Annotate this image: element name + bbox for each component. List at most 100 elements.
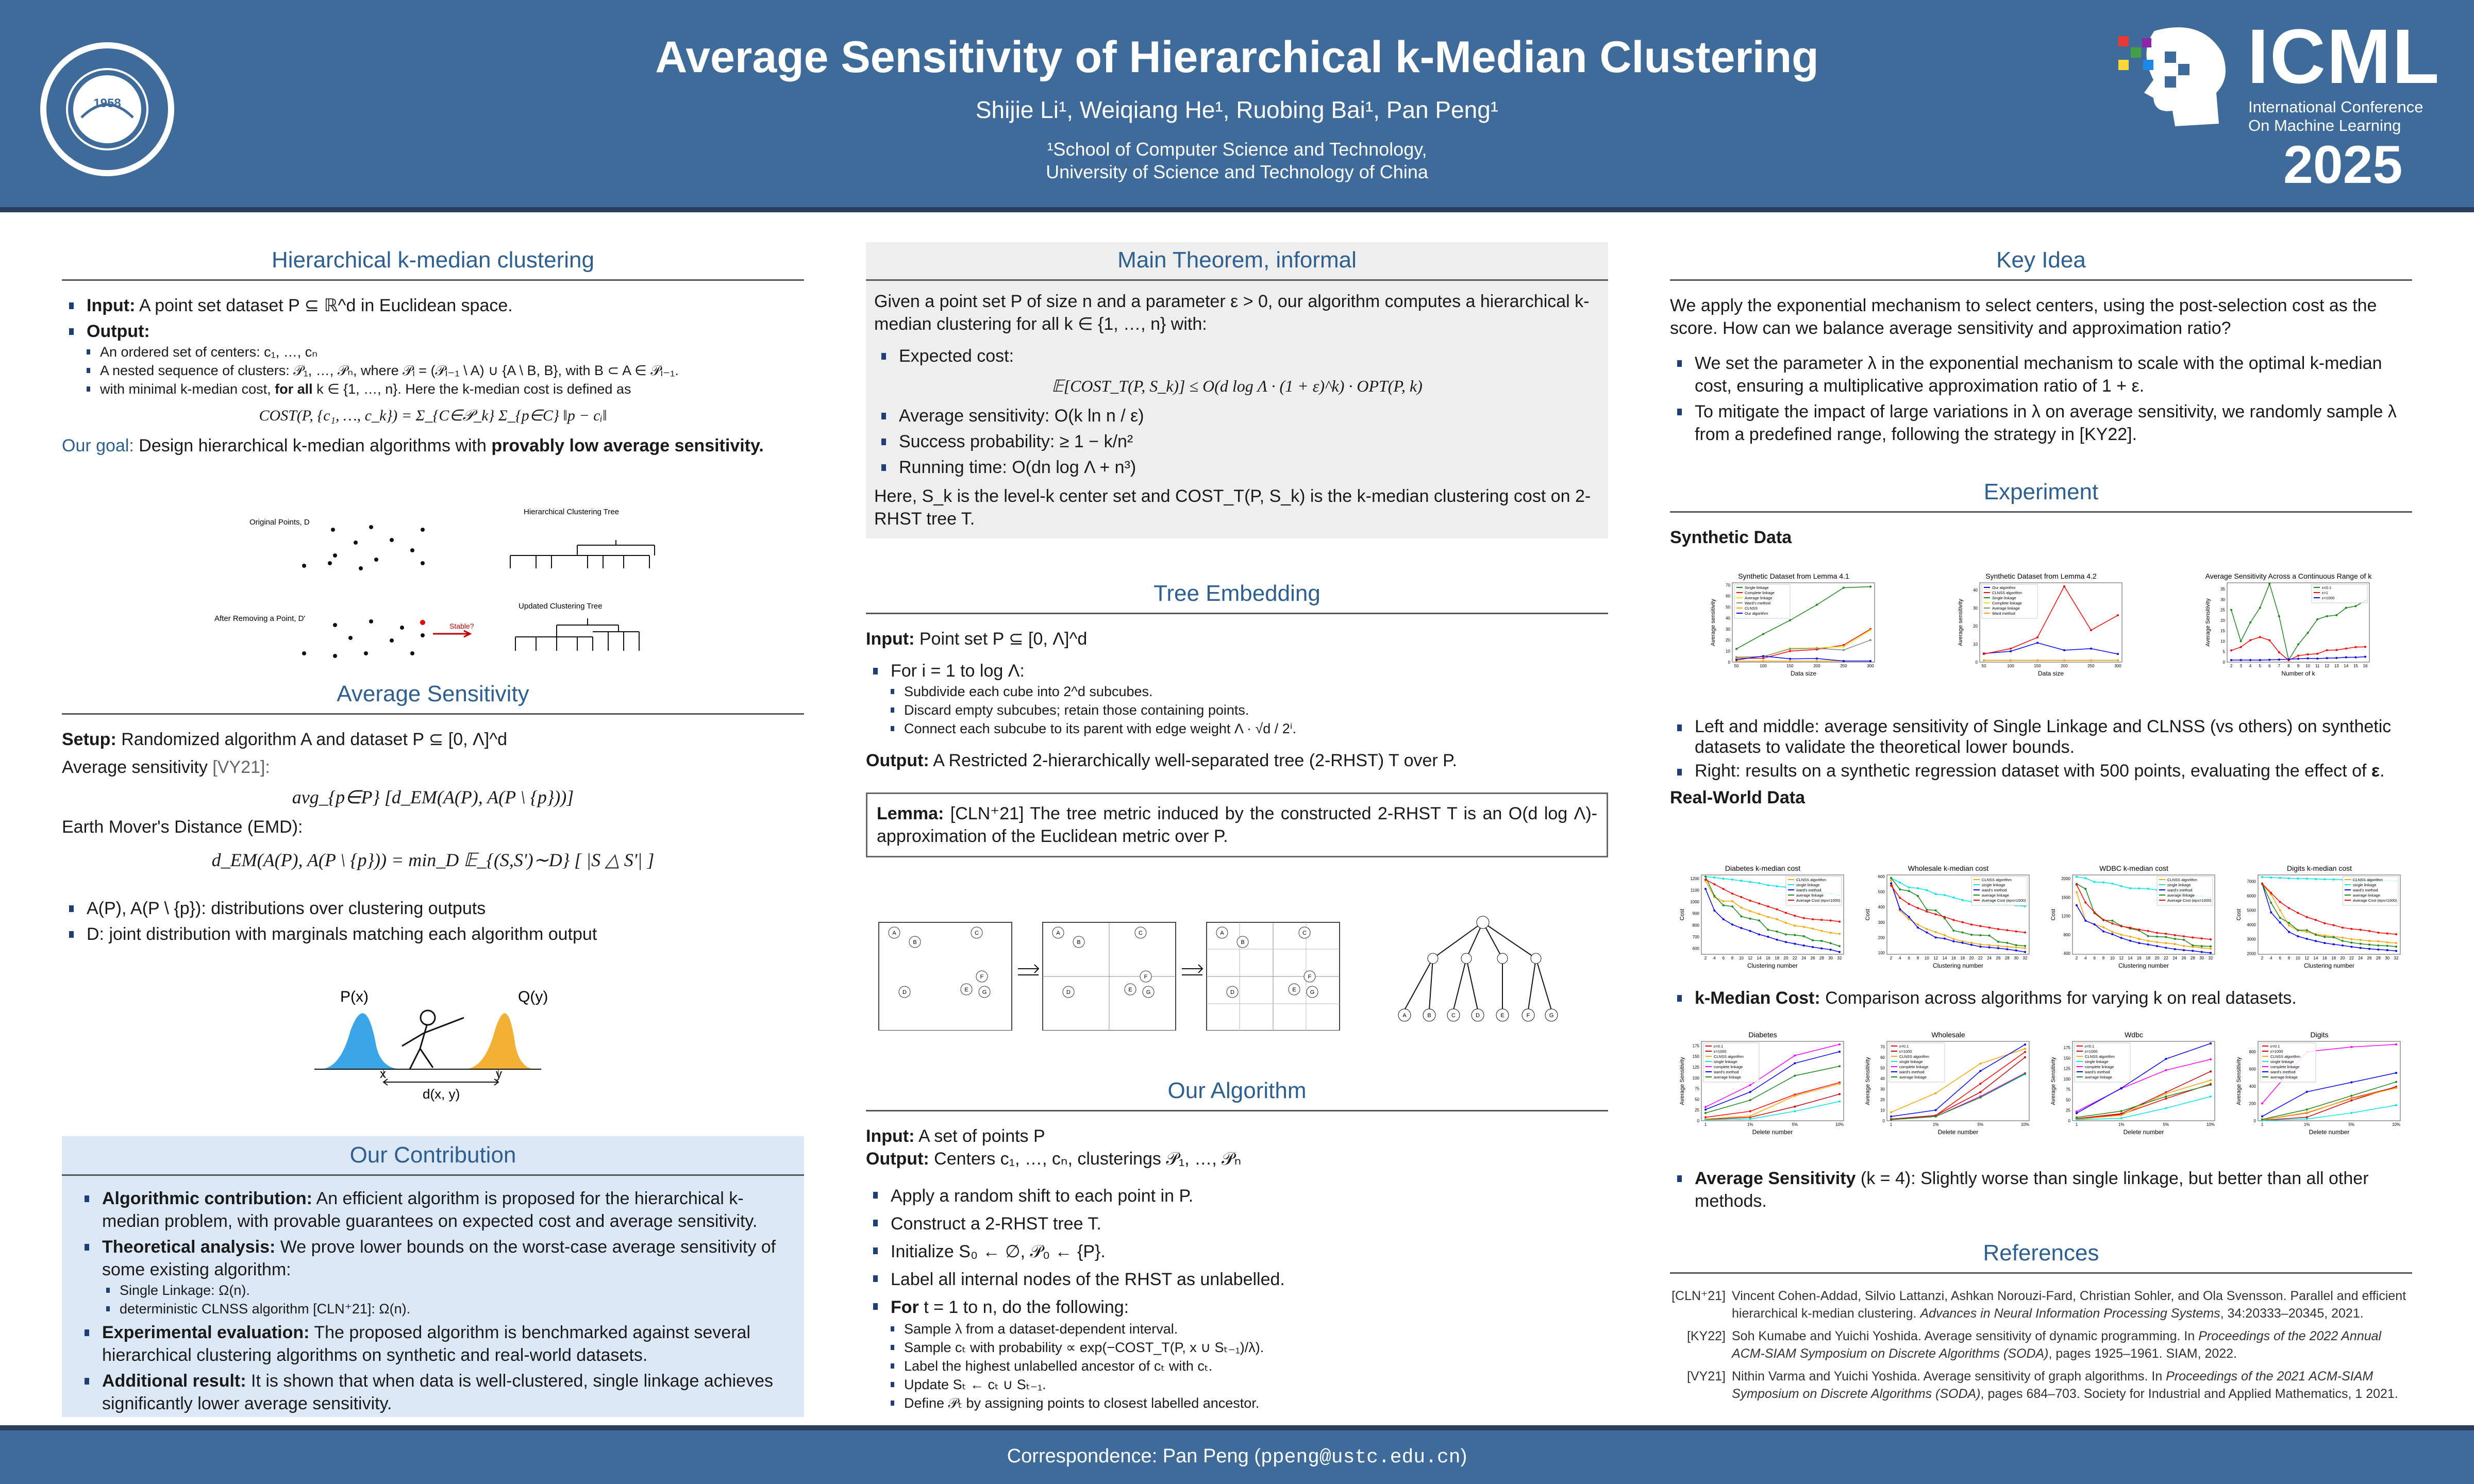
- data-point: [1767, 905, 1769, 908]
- sub-item: deterministic CLNSS algorithm [CLN⁺21]: …: [102, 1300, 789, 1318]
- y-tick-label: 200: [2249, 1102, 2256, 1106]
- point-label: C: [1139, 930, 1143, 936]
- y-tick-label: 400: [1878, 905, 1885, 909]
- data-point: [2342, 936, 2344, 939]
- section-hierarchical-clustering: Hierarchical k-median clustering Input: …: [62, 246, 804, 457]
- input-label: Input:: [866, 1126, 915, 1146]
- theorem-intro: Given a point set P of size n and a para…: [874, 292, 1590, 334]
- label-y: y: [496, 1067, 502, 1081]
- data-point: [2093, 881, 2096, 883]
- data-point: [2306, 657, 2309, 660]
- point-label: D: [902, 989, 907, 996]
- label-x: x: [380, 1067, 386, 1081]
- data-point: [1890, 884, 1892, 887]
- data-point: [1908, 918, 1910, 920]
- emd-label: Earth Mover's Distance (EMD):: [62, 817, 303, 837]
- x-tick-label: 2: [2076, 956, 2078, 960]
- data-point: [2076, 1110, 2078, 1113]
- point-label: E: [1128, 987, 1132, 993]
- data-point: [2279, 921, 2281, 924]
- x-tick-label: 30: [2014, 956, 2018, 960]
- data-point: [2297, 935, 2299, 937]
- point-label: F: [1144, 974, 1148, 980]
- data-point: [1785, 933, 1787, 936]
- data-point: [1908, 916, 1910, 918]
- tree-leaf: [1545, 1008, 1558, 1022]
- data-point: [1917, 926, 1919, 929]
- data-point: [1979, 1091, 1982, 1093]
- svg-text:1958: 1958: [93, 96, 121, 110]
- data-point: [2270, 876, 2272, 879]
- data-point: [1789, 650, 1791, 652]
- data-point: [2117, 614, 2119, 616]
- legend-label: average linkage: [2085, 1075, 2112, 1080]
- x-tick-label: 20: [2341, 956, 2345, 960]
- point-label: C: [1302, 930, 1307, 936]
- university-seal-logo: 1958: [40, 42, 174, 176]
- data-point: [2129, 926, 2131, 929]
- x-tick-label: 4: [2084, 956, 2087, 960]
- x-tick-label: 10%: [1835, 1122, 1844, 1127]
- data-point: [2297, 878, 2299, 880]
- contribution-item: Additional result: It is shown that when…: [77, 1370, 789, 1415]
- x-tick-label: 10%: [2206, 1122, 2215, 1127]
- data-point: [2076, 884, 2078, 886]
- series-line: [1983, 642, 2118, 654]
- tree-output: Output: A Restricted 2-hierarchically we…: [866, 749, 1608, 772]
- legend-label: Average linkage: [1745, 596, 1773, 600]
- legend-box: [1888, 1042, 1945, 1083]
- data-point: [2350, 941, 2353, 944]
- y-tick-label: 1600: [2061, 895, 2070, 900]
- x-tick-label: 5%: [1978, 1122, 1984, 1127]
- series-line: [2076, 1084, 2211, 1118]
- input-label: Input:: [87, 296, 136, 315]
- input-text: A set of points P: [914, 1126, 1045, 1146]
- output-sub-item: A nested sequence of clusters: 𝒫₁, …, 𝒫ₙ…: [82, 361, 804, 380]
- data-point: [2210, 1095, 2212, 1098]
- data-point: [2350, 1045, 2353, 1048]
- data-point: [2183, 949, 2185, 951]
- data-point: [2345, 656, 2347, 659]
- x-tick-label: 2: [1890, 956, 1893, 960]
- input-text: A point set dataset P ⊆ ℝ^d in Euclidean…: [135, 296, 513, 315]
- x-tick-label: 250: [1840, 664, 1847, 668]
- k-value: (k = 4):: [1855, 1169, 1916, 1188]
- x-axis-label: Delete number: [1752, 1128, 1793, 1136]
- legend-label: ward's method: [2167, 888, 2193, 892]
- data-point: [1767, 884, 1769, 886]
- leaf-label: B: [1427, 1013, 1431, 1019]
- data-point: [2230, 649, 2232, 652]
- data-point: [1899, 881, 1901, 884]
- email-link[interactable]: ppeng@ustc.edu.cn: [1260, 1446, 1461, 1469]
- ref-key: [KY22]: [1686, 1329, 1726, 1343]
- algo-step: Initialize S₀ ← ∅, 𝒫₀ ← {P}.: [866, 1239, 1608, 1264]
- item-text: It is shown that when data is well-clust…: [102, 1371, 773, 1413]
- point-label: D: [1230, 989, 1234, 996]
- data-point: [2076, 904, 2078, 906]
- data-point: [2165, 933, 2167, 935]
- y-tick-label: 40: [1973, 588, 1978, 593]
- data-point: [2278, 651, 2280, 653]
- poster-title: Average Sensitivity of Hierarchical k-Me…: [655, 32, 1819, 82]
- legend-box: [2342, 876, 2399, 906]
- y-axis-label: Average Sensitivity: [2050, 1057, 2057, 1105]
- series-line: [1891, 1048, 2026, 1113]
- x-tick-label: 12: [1748, 956, 1752, 960]
- loop-step: Define 𝒫ₜ by assigning points to closest…: [887, 1394, 1608, 1412]
- data-point: [1713, 895, 1716, 897]
- y-tick-label: 1100: [1691, 888, 1700, 892]
- x-tick-label: 4: [2249, 664, 2252, 668]
- data-point: [1735, 656, 1737, 659]
- legend-label: ε=0.1: [1899, 1044, 1909, 1049]
- y-tick-label: 0: [2223, 660, 2226, 665]
- data-point: [1838, 933, 1841, 935]
- y-tick-label: 2000: [2247, 952, 2256, 956]
- tree-edge: [1482, 922, 1536, 959]
- series-line: [1891, 885, 2026, 933]
- data-point: [2359, 942, 2362, 945]
- chart-wholesale-cost: Wholesale k-median cost 100 200 300 400 500 60…: [1863, 862, 2033, 977]
- legend-label: ε=0.1: [2322, 585, 2331, 590]
- y-tick-label: 100: [1693, 1076, 1700, 1081]
- data-point: [2359, 939, 2362, 941]
- data-point: [1785, 941, 1787, 943]
